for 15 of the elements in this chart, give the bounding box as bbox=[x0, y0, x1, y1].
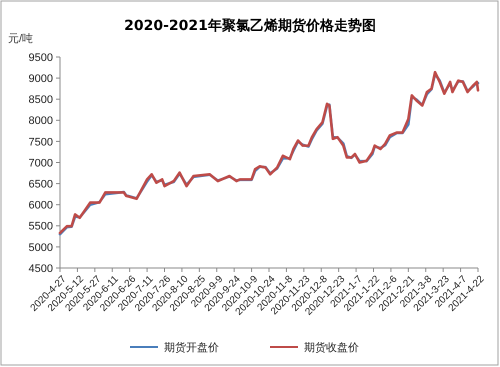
y-tick-label: 7000 bbox=[28, 157, 53, 170]
y-tick-label: 6500 bbox=[28, 178, 53, 190]
y-axis-title: 元/吨 bbox=[8, 32, 34, 45]
chart-title: 2020-2021年聚氯乙烯期货价格走势图 bbox=[124, 18, 376, 34]
legend-label: 期货收盘价 bbox=[304, 342, 359, 354]
y-tick-label: 6000 bbox=[28, 200, 53, 212]
y-tick-label: 9500 bbox=[28, 52, 53, 64]
y-tick-label: 5000 bbox=[28, 242, 53, 254]
y-tick-label: 4500 bbox=[28, 262, 53, 275]
y-tick-label: 7500 bbox=[28, 136, 53, 148]
legend-label: 期货开盘价 bbox=[164, 342, 219, 354]
y-tick-label: 8500 bbox=[28, 94, 53, 106]
y-tick-label: 9000 bbox=[28, 72, 53, 85]
y-tick-label: 5500 bbox=[28, 220, 53, 233]
y-tick-label: 8000 bbox=[28, 115, 53, 128]
